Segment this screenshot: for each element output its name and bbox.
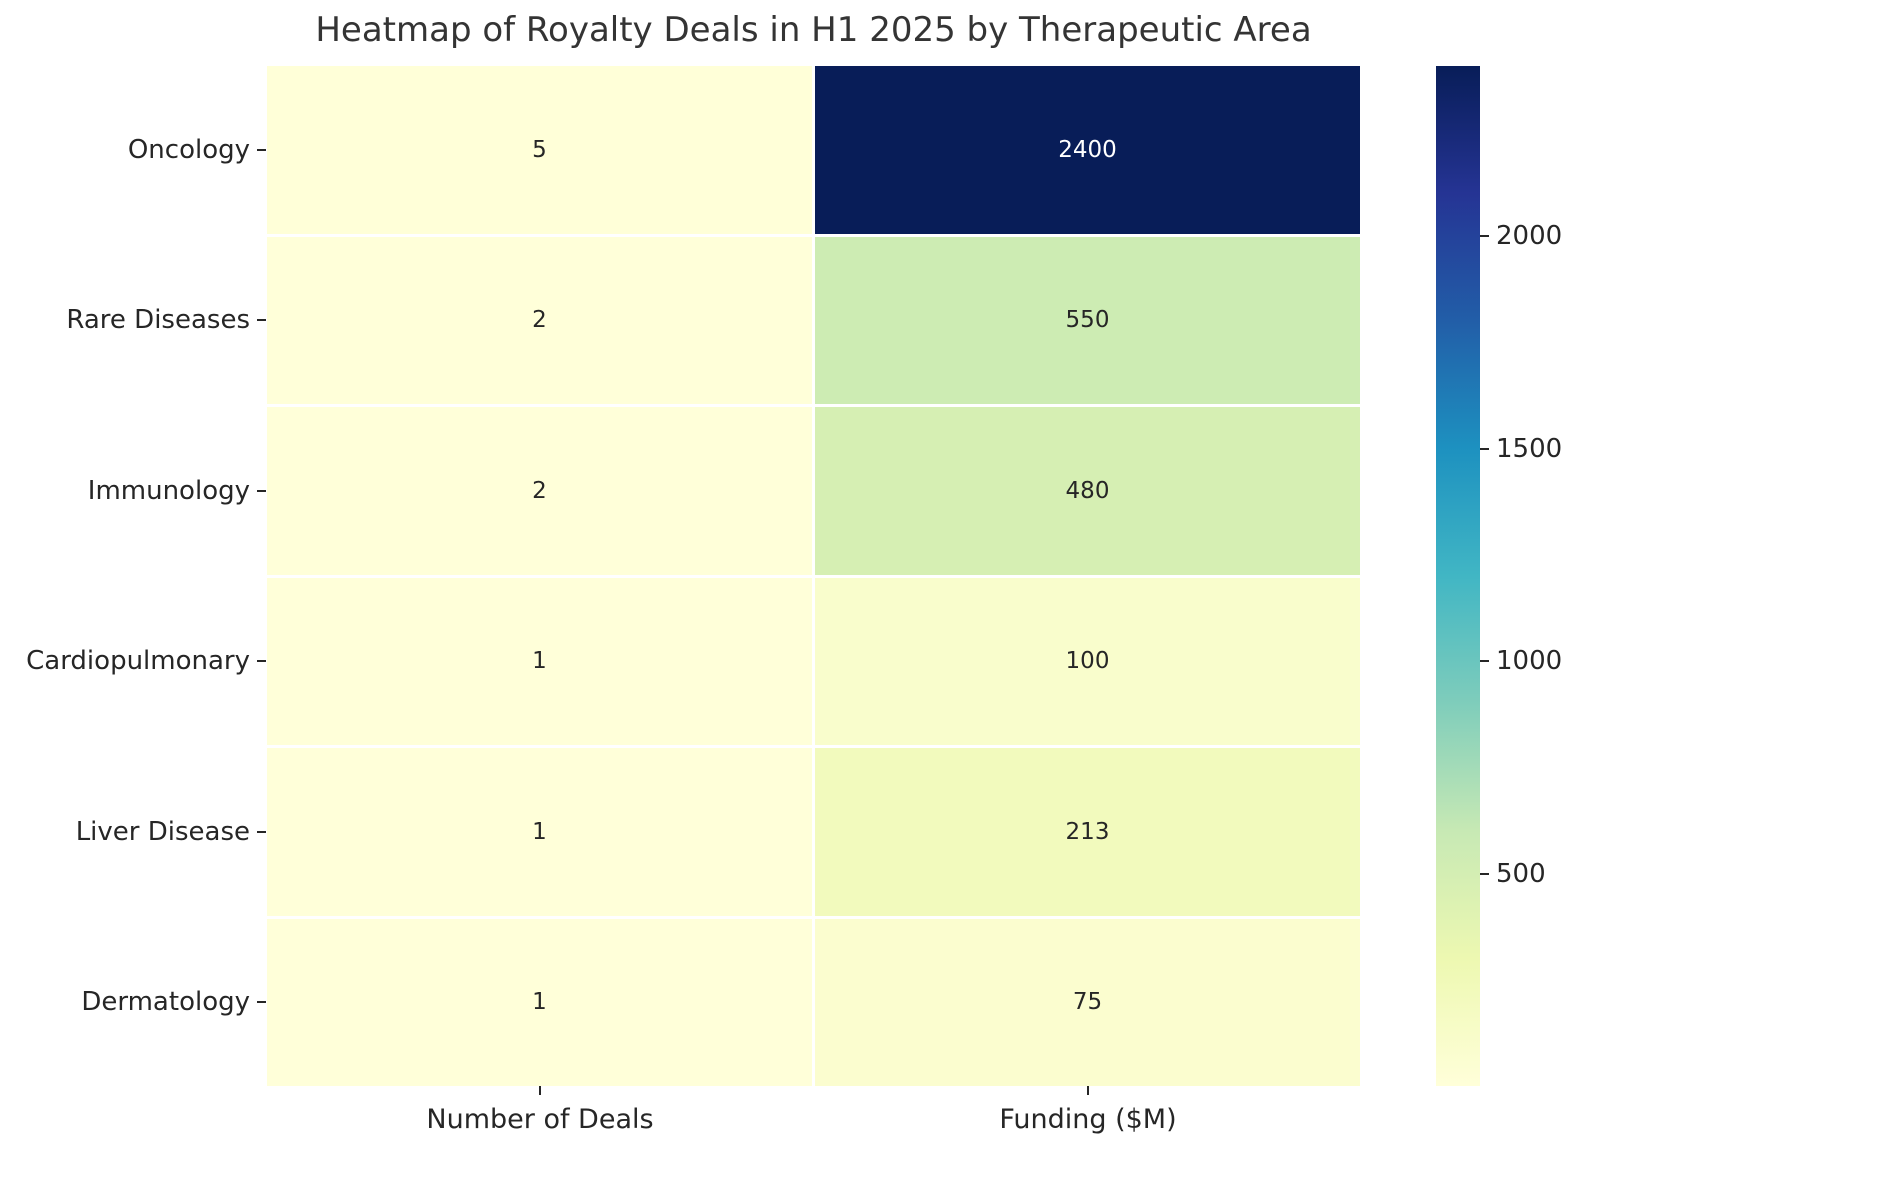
colorbar-tick <box>1480 872 1489 875</box>
heatmap-cell-rare-diseases-col1: 550 <box>815 236 1360 404</box>
cell-value: 5 <box>532 136 547 163</box>
x-axis-label-funding: Funding ($M) <box>999 1104 1177 1135</box>
y-axis-tick <box>257 319 266 322</box>
heatmap-cell-immunology-col1: 480 <box>815 407 1360 575</box>
y-axis-label-cardiopulmonary: Cardiopulmonary <box>26 646 250 676</box>
x-axis-tick <box>538 1086 541 1095</box>
heatmap-cell-liver-disease-col0: 1 <box>267 748 812 916</box>
heatmap-cell-cardiopulmonary-col1: 100 <box>815 577 1360 745</box>
cell-value: 550 <box>1065 307 1110 334</box>
colorbar-tick-label: 1500 <box>1496 433 1563 464</box>
cell-value: 2400 <box>1058 136 1117 163</box>
y-axis-tick <box>257 148 266 151</box>
y-axis-label-liver-disease: Liver Disease <box>75 817 250 847</box>
x-axis-tick <box>1086 1086 1089 1095</box>
colorbar-tick-label: 1000 <box>1496 646 1563 677</box>
cell-value: 100 <box>1065 648 1110 675</box>
heatmap-cell-dermatology-col0: 1 <box>267 918 812 1086</box>
colorbar-tick <box>1480 447 1489 450</box>
x-axis-label-number-of-deals: Number of Deals <box>426 1104 654 1135</box>
cell-value: 1 <box>532 989 547 1016</box>
cell-value: 75 <box>1072 989 1103 1016</box>
heatmap-cell-rare-diseases-col0: 2 <box>267 236 812 404</box>
y-axis-label-dermatology: Dermatology <box>81 987 250 1017</box>
y-axis-tick <box>257 830 266 833</box>
y-axis-label-immunology: Immunology <box>87 476 250 506</box>
colorbar-tick-label: 2000 <box>1496 221 1563 252</box>
heatmap-cell-immunology-col0: 2 <box>267 407 812 575</box>
y-axis-label-rare-diseases: Rare Diseases <box>66 305 250 335</box>
heatmap-cell-oncology-col0: 5 <box>267 66 812 234</box>
colorbar-tick-label: 500 <box>1496 858 1546 889</box>
cell-value: 2 <box>532 477 547 504</box>
heatmap-cell-dermatology-col1: 75 <box>815 918 1360 1086</box>
heatmap-grid: 5 2400 2 550 2 480 1 100 1 213 1 75 <box>267 66 1360 1086</box>
cell-value: 213 <box>1065 818 1110 845</box>
heatmap-cell-liver-disease-col1: 213 <box>815 748 1360 916</box>
cell-value: 1 <box>532 818 547 845</box>
cell-value: 480 <box>1065 477 1110 504</box>
cell-value: 1 <box>532 648 547 675</box>
y-axis-tick <box>257 660 266 663</box>
heatmap-cell-cardiopulmonary-col0: 1 <box>267 577 812 745</box>
y-axis-label-oncology: Oncology <box>127 135 250 165</box>
heatmap-cell-oncology-col1: 2400 <box>815 66 1360 234</box>
y-axis-tick <box>257 1001 266 1004</box>
colorbar-tick <box>1480 235 1489 238</box>
cell-value: 2 <box>532 307 547 334</box>
colorbar-tick <box>1480 660 1489 663</box>
chart-title: Heatmap of Royalty Deals in H1 2025 by T… <box>315 10 1312 50</box>
y-axis-tick <box>257 489 266 492</box>
colorbar <box>1436 66 1480 1086</box>
